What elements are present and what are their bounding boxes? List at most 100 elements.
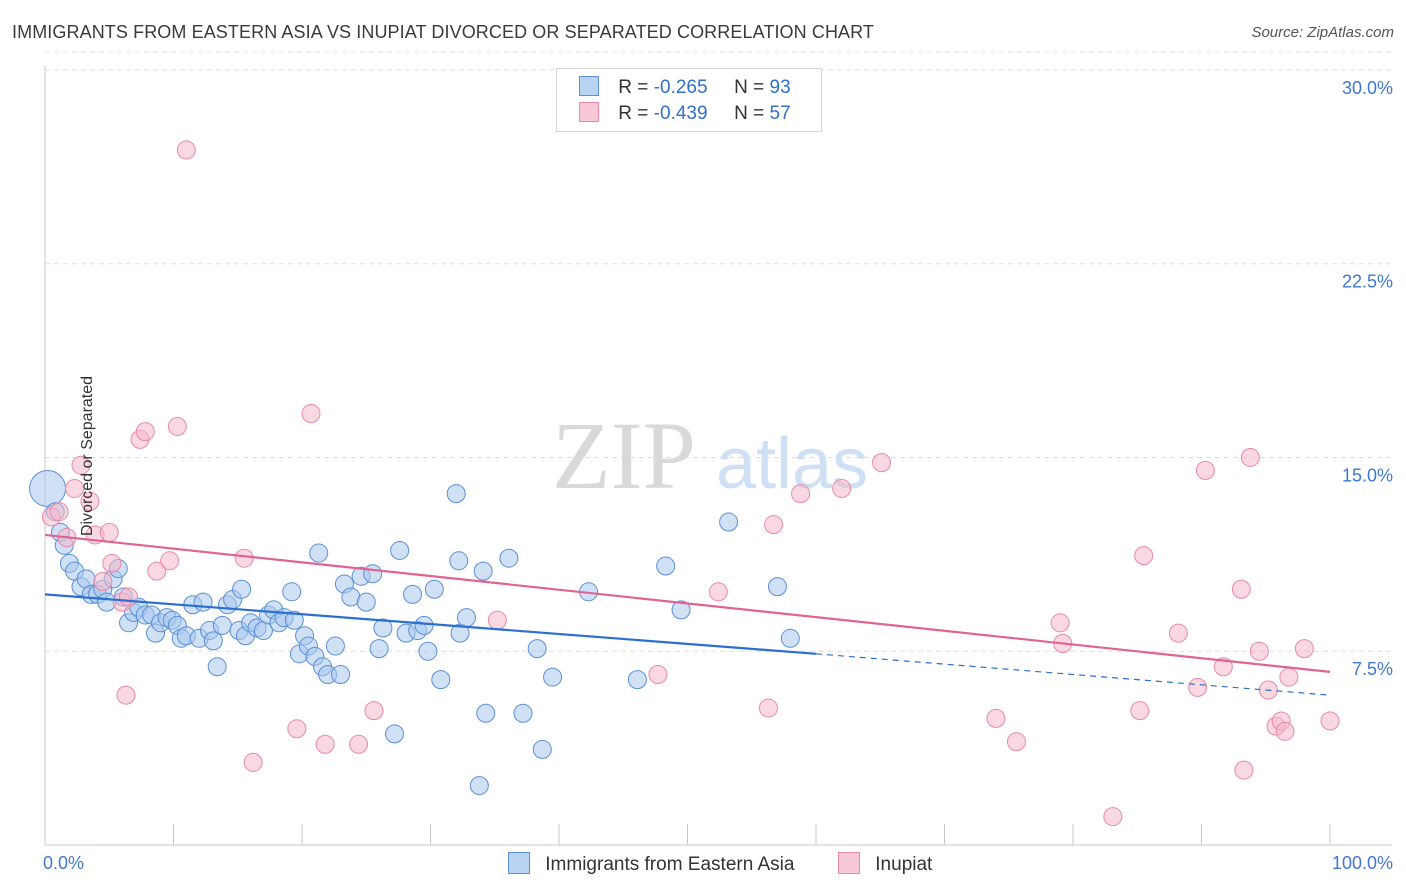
data-point-eastern-asia (193, 592, 213, 612)
legend-r-label: R = (618, 77, 649, 98)
data-point-inupiat (1188, 677, 1208, 697)
data-point-inupiat (176, 140, 196, 160)
data-point-inupiat (1006, 732, 1026, 752)
bottom-legend-eastern-asia: Immigrants from Eastern Asia (508, 852, 794, 876)
data-point-inupiat (49, 502, 69, 522)
data-point-eastern-asia (418, 641, 438, 661)
data-point-eastern-asia (424, 579, 444, 599)
bottom-legend-inupiat: Inupiat (838, 852, 932, 876)
trend-lines (44, 533, 1331, 696)
correlation-legend: R = -0.265 N = 93 R = -0.439 N = 57 (556, 68, 822, 132)
legend-swatch-pink (579, 102, 599, 122)
data-point-inupiat (791, 484, 811, 504)
data-point-inupiat (872, 453, 892, 473)
data-point-eastern-asia (780, 628, 800, 648)
data-point-inupiat (65, 478, 85, 498)
bottom-legend-swatch-blue (508, 852, 530, 874)
data-point-eastern-asia (527, 639, 547, 659)
axes (44, 66, 1392, 846)
y-axis-label: Divorced or Separated (79, 375, 97, 537)
legend-swatch-blue (579, 76, 599, 96)
data-point-eastern-asia (499, 548, 519, 568)
legend-row-inupiat: R = -0.439 N = 57 (579, 102, 791, 126)
data-point-inupiat (1130, 701, 1150, 721)
data-point-inupiat (287, 719, 307, 739)
data-point-inupiat (648, 664, 668, 684)
data-point-inupiat (99, 522, 119, 542)
data-point-eastern-asia (309, 543, 329, 563)
data-point-eastern-asia (446, 484, 466, 504)
data-point-eastern-asia (513, 703, 533, 723)
data-point-inupiat (135, 422, 155, 442)
data-point-inupiat (147, 561, 167, 581)
data-point-inupiat (116, 685, 136, 705)
data-point-inupiat (708, 582, 728, 602)
series-eastern-asia-points (29, 469, 800, 796)
data-point-inupiat (243, 752, 263, 772)
data-point-eastern-asia (656, 556, 676, 576)
data-point-eastern-asia (29, 469, 67, 507)
data-point-eastern-asia (627, 670, 647, 690)
data-point-eastern-asia (282, 582, 302, 602)
y-tick-label: 22.5% (1342, 272, 1393, 292)
data-point-inupiat (349, 734, 369, 754)
data-point-eastern-asia (449, 551, 469, 571)
data-point-eastern-asia (767, 577, 787, 597)
data-point-eastern-asia (232, 579, 252, 599)
chart-source: Source: ZipAtlas.com (1251, 24, 1394, 41)
watermark-zip: ZIP (552, 402, 696, 509)
data-point-eastern-asia (456, 608, 476, 628)
data-point-inupiat (487, 610, 507, 630)
data-point-eastern-asia (469, 776, 489, 796)
bottom-legend-label: Inupiat (875, 854, 933, 875)
data-point-inupiat (93, 571, 113, 591)
data-point-inupiat (1249, 641, 1269, 661)
data-point-inupiat (832, 478, 852, 498)
data-point-inupiat (1103, 807, 1123, 827)
data-point-eastern-asia (207, 657, 227, 677)
y-tick-label: 15.0% (1342, 465, 1393, 485)
data-point-eastern-asia (203, 631, 223, 651)
data-point-inupiat (167, 416, 187, 436)
data-point-inupiat (364, 701, 384, 721)
data-point-eastern-asia (373, 618, 393, 638)
legend-n-value: 93 (769, 77, 791, 98)
legend-n-label: N = (734, 103, 765, 124)
y-tick-label: 7.5% (1352, 659, 1393, 679)
legend-n-value: 57 (769, 103, 791, 124)
bottom-legend-label: Immigrants from Eastern Asia (545, 854, 795, 875)
data-point-eastern-asia (431, 670, 451, 690)
data-point-inupiat (160, 551, 180, 571)
data-point-inupiat (1134, 546, 1154, 566)
tick-labels: 7.5% 15.0% 22.5% 30.0% 0.0% 100.0% (43, 78, 1393, 873)
legend-r-value: -0.265 (653, 77, 708, 98)
data-point-inupiat (1294, 639, 1314, 659)
data-point-inupiat (986, 708, 1006, 728)
data-point-eastern-asia (476, 703, 496, 723)
legend-row-eastern-asia: R = -0.265 N = 93 (579, 76, 791, 100)
x-tick-label: 100.0% (1332, 853, 1393, 873)
data-point-eastern-asia (284, 610, 304, 630)
data-point-eastern-asia (473, 561, 493, 581)
watermark: ZIP atlas (552, 402, 868, 509)
data-point-eastern-asia (671, 600, 691, 620)
data-point-eastern-asia (331, 664, 351, 684)
data-point-inupiat (1240, 447, 1260, 467)
data-point-inupiat (1231, 579, 1251, 599)
data-point-inupiat (764, 515, 784, 535)
bottom-legend-swatch-pink (838, 852, 860, 874)
data-point-inupiat (1275, 721, 1295, 741)
legend-r-value: -0.439 (653, 103, 708, 124)
data-point-eastern-asia (385, 724, 405, 744)
trend-line-eastern-asia (44, 593, 817, 655)
data-point-eastern-asia (532, 739, 552, 759)
trend-line-inupiat (44, 533, 1331, 673)
data-point-eastern-asia (403, 584, 423, 604)
data-point-inupiat (1168, 623, 1188, 643)
data-point-inupiat (1050, 613, 1070, 633)
data-point-inupiat (234, 548, 254, 568)
data-point-inupiat (71, 455, 91, 475)
data-point-eastern-asia (369, 639, 389, 659)
data-point-inupiat (1279, 667, 1299, 687)
